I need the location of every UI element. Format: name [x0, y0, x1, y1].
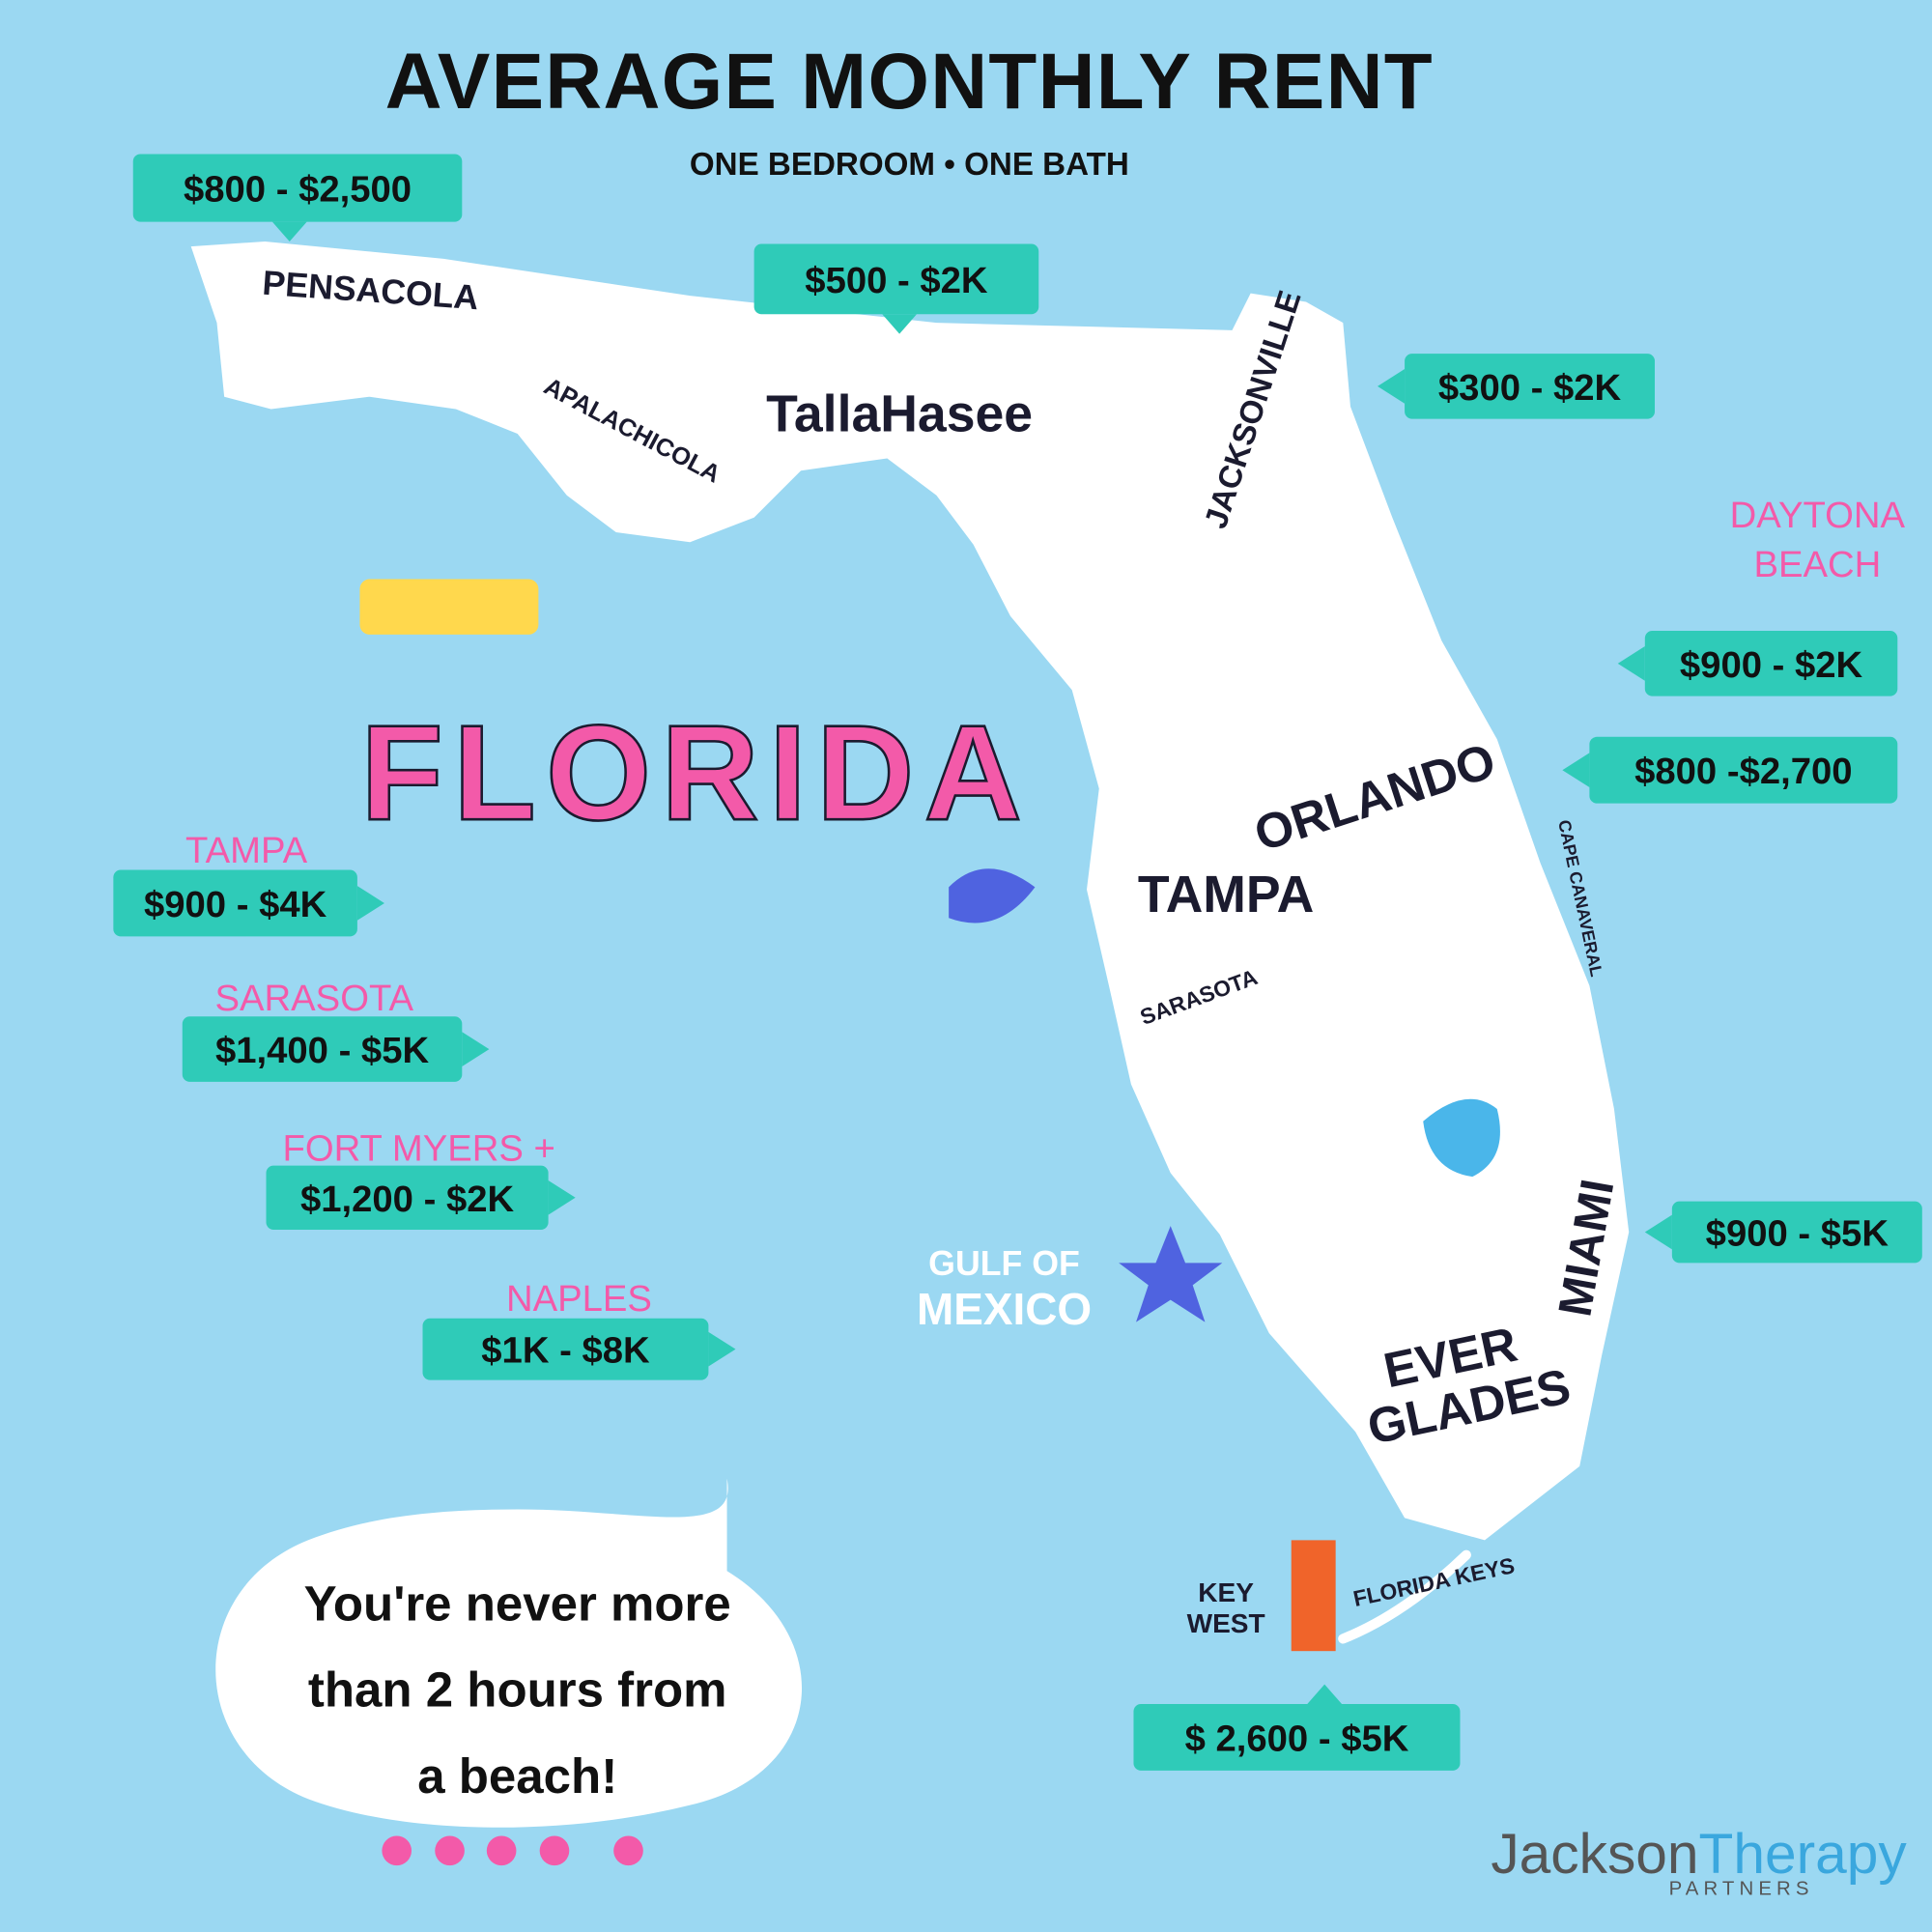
- tag-pointer: [356, 886, 384, 921]
- subtitle: ONE BEDROOM • ONE BATH: [690, 147, 1129, 183]
- price-range: $ 2,600 - $5K: [1185, 1719, 1409, 1760]
- price-tag: [422, 1318, 709, 1380]
- price-tag: [1133, 1704, 1461, 1771]
- logo: JacksonTherapy: [1491, 1823, 1907, 1886]
- bubble-text: You're never more: [304, 1576, 731, 1631]
- map-label: GULF OF: [928, 1244, 1080, 1283]
- price-range: $900 - $4K: [144, 884, 327, 925]
- lake: [1423, 1098, 1500, 1178]
- city-name: NAPLES: [506, 1278, 652, 1320]
- logo-part: Therapy: [1699, 1823, 1908, 1886]
- price-tag: [753, 243, 1039, 315]
- city-name: DAYTONA: [1730, 495, 1906, 536]
- price-range: $500 - $2K: [805, 260, 988, 301]
- keys: [1338, 1549, 1471, 1644]
- price-range: $800 - $2,500: [184, 169, 412, 211]
- map-label: TallaHasee: [766, 385, 1033, 442]
- bubble-text: a beach!: [417, 1748, 617, 1804]
- logo-tagline: PARTNERS: [1669, 1879, 1814, 1900]
- florida-land: [190, 242, 1630, 1541]
- price-tag: [113, 869, 357, 937]
- tag-pointer: [548, 1179, 576, 1215]
- tag-pointer: [1562, 753, 1590, 788]
- tag-pointer: [1644, 1214, 1672, 1250]
- tag-pointer: [1617, 646, 1645, 681]
- tag-pointer: [1378, 369, 1406, 404]
- dots: [382, 1835, 643, 1866]
- tag-pointer: [462, 1032, 490, 1066]
- price-range: $900 - $2K: [1680, 644, 1863, 686]
- map-label: KEY: [1198, 1577, 1254, 1607]
- tag-pointer: [271, 221, 307, 242]
- state-label: FLORIDA: [360, 696, 1032, 848]
- price-range: $300 - $2K: [1438, 367, 1622, 409]
- price-range: $900 - $5K: [1706, 1213, 1889, 1255]
- price-tag: [182, 1016, 463, 1082]
- title: AVERAGE MONTHLY RENT: [385, 38, 1434, 126]
- speech-bubble: [215, 1478, 803, 1828]
- price-tag: [1671, 1201, 1922, 1264]
- city-name: TAMPA: [185, 830, 308, 871]
- price-range: $1,200 - $2K: [300, 1179, 515, 1220]
- map-label: TAMPA: [1138, 867, 1314, 923]
- city-name: BEACH: [1753, 544, 1881, 585]
- starfish: [1119, 1226, 1223, 1322]
- price-tag: [266, 1165, 549, 1230]
- price-tag: [132, 154, 463, 222]
- price-range: $800 -$2,700: [1634, 751, 1852, 792]
- logo-part: Jackson: [1491, 1823, 1698, 1886]
- map-label: MEXICO: [917, 1284, 1092, 1334]
- dolphin: [949, 868, 1036, 923]
- price-tag: [1589, 736, 1898, 804]
- tag-pointer: [708, 1331, 736, 1367]
- city-name: SARASOTA: [215, 978, 414, 1019]
- city-name: FORT MYERS +: [283, 1128, 555, 1170]
- price-range: $1K - $8K: [481, 1330, 650, 1372]
- price-tag: [1644, 631, 1898, 696]
- bubble-text: than 2 hours from: [308, 1662, 727, 1718]
- lighthouse: [1291, 1540, 1336, 1652]
- tag-pointer: [882, 314, 917, 334]
- tag-pointer: [1307, 1684, 1343, 1705]
- price-range: $1,400 - $5K: [215, 1030, 430, 1071]
- ship: [359, 579, 539, 635]
- map-label: WEST: [1187, 1608, 1265, 1638]
- price-tag: [1405, 354, 1656, 419]
